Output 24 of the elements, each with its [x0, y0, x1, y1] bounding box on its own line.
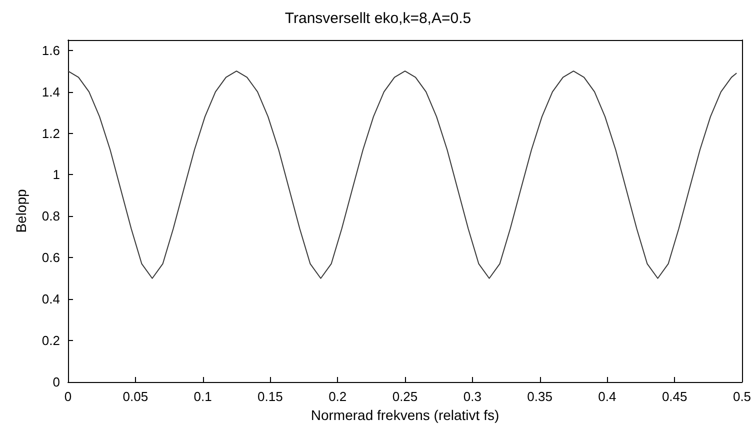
- x-tick-label: 0.15: [258, 389, 283, 404]
- chart-title: Transversellt eko,k=8,A=0.5: [284, 10, 472, 27]
- y-tick-label: 1: [52, 167, 60, 182]
- x-tick-label: 0.1: [194, 389, 212, 404]
- y-tick-label: 0.6: [42, 250, 60, 266]
- x-tick-label: 0.35: [527, 389, 552, 404]
- x-tick-label: 0.5: [732, 389, 752, 404]
- y-tick-label: 0: [52, 374, 60, 390]
- y-tick-label: 1.4: [42, 84, 60, 100]
- x-tick-label: 0: [64, 389, 72, 404]
- y-tick-label: 0.8: [42, 208, 60, 224]
- x-tick-label: 0.2: [328, 389, 347, 404]
- line-series: [68, 70, 738, 279]
- x-tick-label: 0.3: [463, 389, 482, 404]
- y-axis-title: Belopp: [13, 188, 29, 233]
- x-tick-label: 0.05: [122, 389, 148, 404]
- x-axis-title: Normerad frekvens (relativt fs): [310, 406, 500, 423]
- y-tick-label: 1.2: [42, 126, 60, 141]
- y-tick-label: 1.6: [42, 42, 60, 58]
- y-tick-label: 0.2: [42, 333, 60, 348]
- y-tick-label: 0.4: [42, 292, 60, 307]
- x-tick-label: 0.25: [392, 389, 418, 404]
- x-tick-label: 0.4: [598, 389, 616, 404]
- x-tick-label: 0.45: [662, 389, 688, 404]
